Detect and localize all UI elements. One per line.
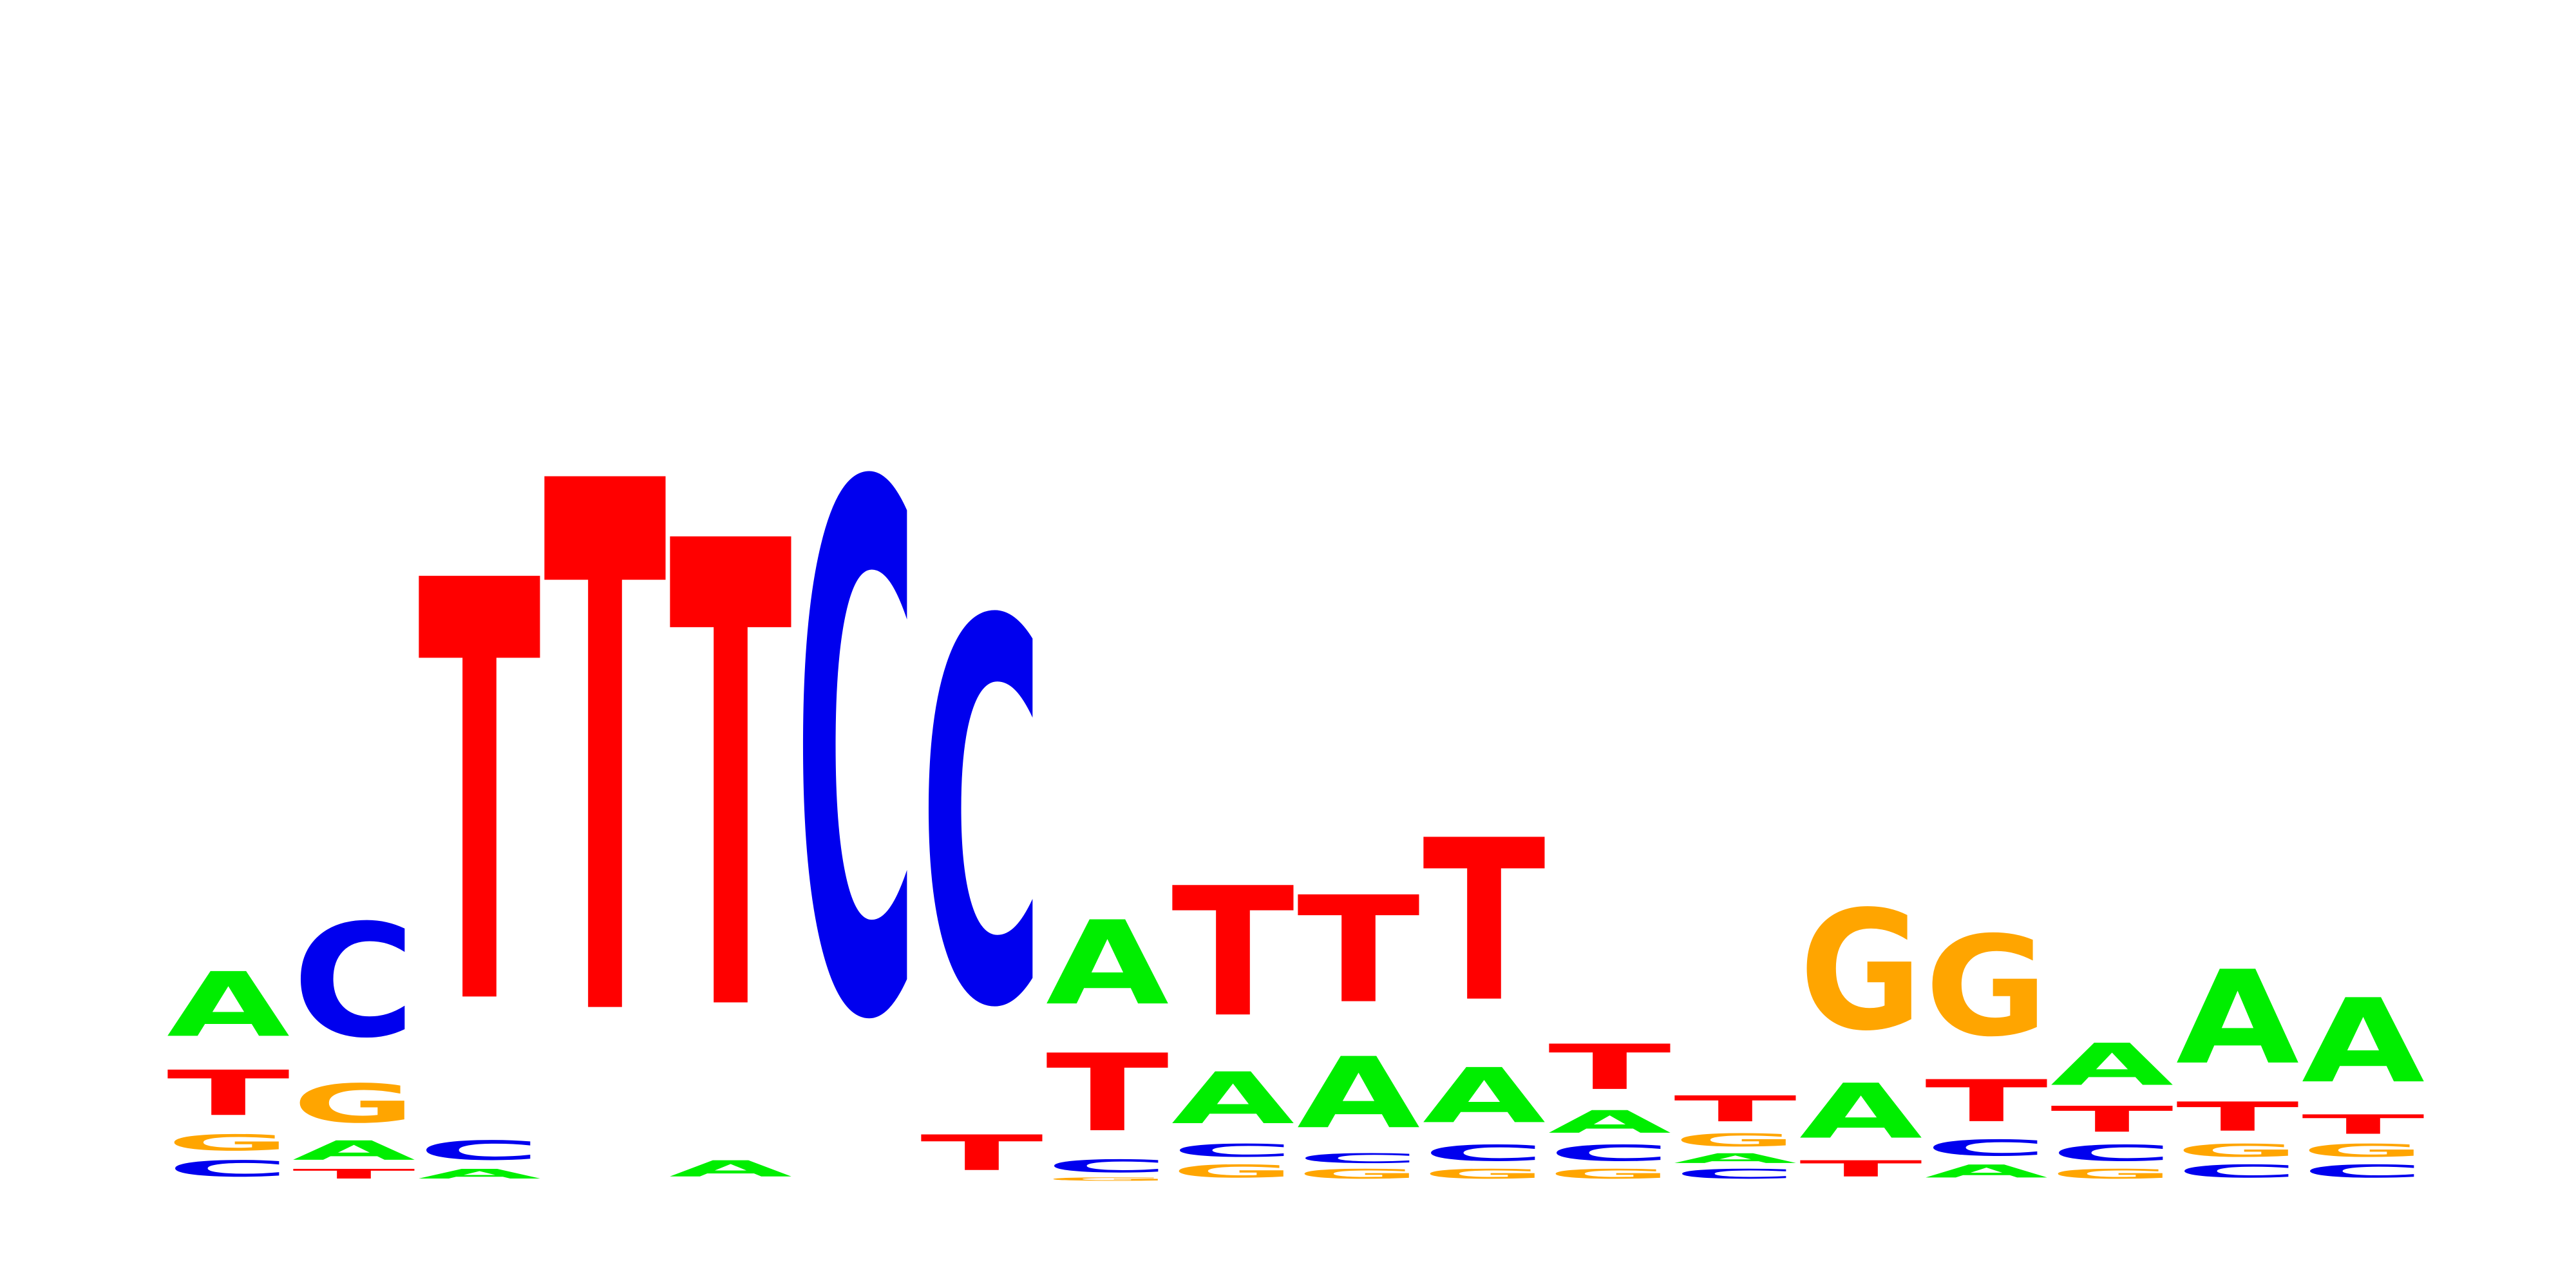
logo-letter-T-pos3: T xyxy=(418,461,542,1133)
logo-letter-A-pos13: A xyxy=(1674,1151,1797,1166)
logo-letter-A-pos11: A xyxy=(1423,1052,1546,1141)
logo-letter-A-pos5: A xyxy=(669,1156,792,1182)
logo-letter-T-pos10: T xyxy=(1297,866,1420,1036)
logo-letter-A-pos12: A xyxy=(1548,1104,1671,1140)
logo-letter-T-pos8: T xyxy=(1046,1032,1169,1155)
logo-letter-T-pos2: T xyxy=(292,1166,415,1182)
logo-letter-A-pos10: A xyxy=(1297,1037,1420,1150)
logo-letter-T-pos17: T xyxy=(2176,1094,2299,1140)
logo-letter-A-pos18: A xyxy=(2302,974,2425,1109)
logo-letter-T-pos13: T xyxy=(1674,1088,1797,1130)
logo-letter-C-pos9: C xyxy=(1171,1140,1294,1160)
logo-letter-G-pos14: G xyxy=(1799,875,1922,1067)
logo-letter-C-pos11: C xyxy=(1423,1141,1546,1166)
logo-letter-G-pos2: G xyxy=(292,1073,415,1135)
logo-letter-G-pos12: G xyxy=(1548,1166,1671,1182)
logo-letter-T-pos12: T xyxy=(1548,1032,1671,1104)
logo-letter-T-pos9: T xyxy=(1171,849,1295,1057)
logo-letter-C-pos2: C xyxy=(292,892,415,1073)
logo-letter-C-pos3: C xyxy=(418,1135,541,1166)
logo-letter-A-pos3: A xyxy=(418,1166,541,1182)
logo-letter-T-pos7: T xyxy=(920,1125,1043,1182)
logo-letter-G-pos1: G xyxy=(167,1130,290,1156)
logo-letter-T-pos1: T xyxy=(167,1057,290,1130)
logo-letter-C-pos10: C xyxy=(1297,1151,1420,1166)
logo-letter-C-pos1: C xyxy=(167,1156,290,1182)
logo-letter-T-pos16: T xyxy=(2050,1099,2174,1140)
logo-letter-G-pos15: G xyxy=(1925,907,2048,1067)
logo-letter-G-pos18: G xyxy=(2302,1141,2425,1161)
logo-letter-T-pos4: T xyxy=(544,332,667,1179)
logo-letter-T-pos14: T xyxy=(1799,1156,1922,1182)
logo-letter-T-pos18: T xyxy=(2302,1109,2425,1140)
logo-letter-G-pos17: G xyxy=(2176,1141,2299,1161)
logo-letter-C-pos7: C xyxy=(920,513,1043,1123)
logo-letter-A-pos2: A xyxy=(292,1135,415,1166)
logo-letter-A-pos1: A xyxy=(167,954,290,1057)
logo-letter-A-pos17: A xyxy=(2176,943,2299,1093)
logo-letter-G-pos13: G xyxy=(1674,1130,1797,1151)
logo-letter-A-pos15: A xyxy=(1925,1161,2048,1182)
logo-letter-T-pos11: T xyxy=(1423,793,1546,1052)
logo-letter-C-pos6: C xyxy=(795,337,918,1179)
logo-letter-G-pos8: G xyxy=(1046,1177,1169,1182)
logo-letter-C-pos16: C xyxy=(2050,1141,2174,1166)
logo-letter-A-pos8: A xyxy=(1046,896,1169,1031)
logo-letter-A-pos9: A xyxy=(1171,1057,1294,1140)
logo-letter-C-pos13: C xyxy=(1674,1166,1797,1182)
logo-letter-G-pos11: G xyxy=(1423,1166,1546,1182)
logo-letter-G-pos10: G xyxy=(1297,1166,1420,1182)
logo-letter-G-pos16: G xyxy=(2050,1166,2174,1182)
logo-letter-A-pos14: A xyxy=(1799,1068,1922,1156)
logo-letter-T-pos15: T xyxy=(1925,1068,2048,1135)
logo-letter-T-pos5: T xyxy=(669,409,793,1153)
logo-letter-C-pos18: C xyxy=(2302,1161,2425,1182)
logo-letter-C-pos17: C xyxy=(2176,1161,2299,1182)
logo-letter-C-pos12: C xyxy=(1548,1141,1671,1166)
logo-letter-G-pos9: G xyxy=(1171,1161,1294,1182)
logo-letter-C-pos8: C xyxy=(1046,1156,1169,1177)
logo-letter-C-pos15: C xyxy=(1925,1135,2048,1161)
logo-letter-A-pos16: A xyxy=(2050,1031,2174,1098)
